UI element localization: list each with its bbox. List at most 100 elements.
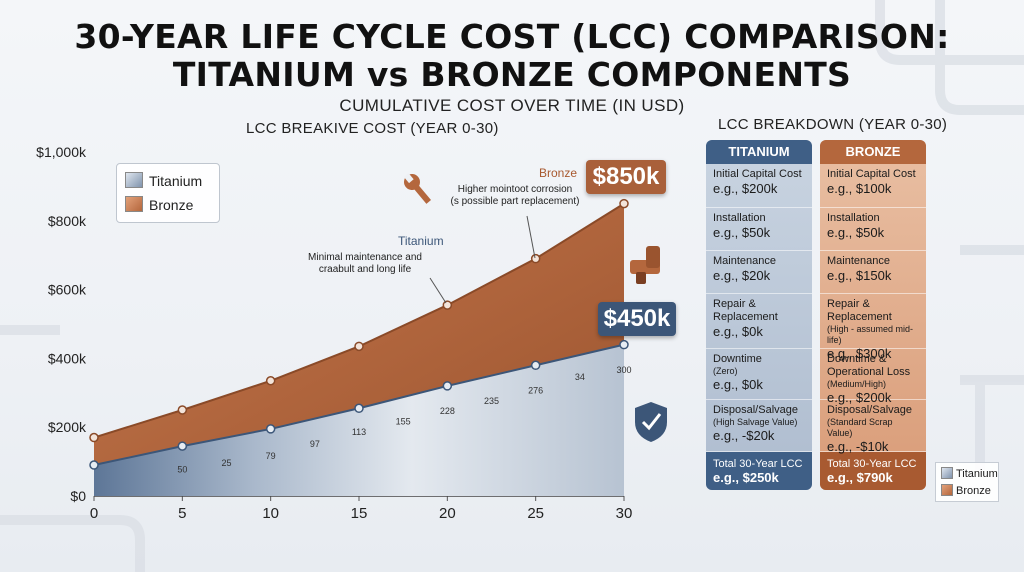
breakdown-legend-titanium: Titanium [941, 467, 998, 480]
bronze-row: Maintenance e.g., $150k [820, 251, 926, 294]
bronze-point [619, 198, 629, 209]
titanium-total-label: Total 30-Year LCC [713, 458, 803, 470]
legend-label-bronze: Bronze [149, 197, 194, 213]
bronze-annotation-line-1: Higher mointoot corrosion [457, 184, 573, 195]
titanium-row-label: Repair & [713, 298, 756, 310]
titanium-point-label: 34 [575, 372, 585, 382]
titanium-row: Repair & Replacement e.g., $0k [706, 294, 812, 349]
bronze-row-value: e.g., $300k [827, 346, 892, 361]
titanium-area [94, 344, 624, 496]
titanium-point-label: 113 [352, 427, 366, 437]
x-tick-label: 15 [351, 505, 368, 522]
title-line-1: 30-YEAR LIFE CYCLE COST (LCC) COMPARISON… [74, 17, 950, 56]
x-tick-label: 0 [90, 505, 98, 522]
breakdown-legend: Titanium Bronze [935, 462, 999, 502]
bronze-point [89, 432, 99, 443]
y-tick-label: $600k [48, 282, 87, 298]
bronze-swatch [125, 196, 143, 212]
titanium-row-value: e.g., $0k [713, 324, 763, 339]
titanium-swatch [941, 467, 953, 479]
titanium-row: Downtime (Zero) e.g., $0k [706, 349, 812, 400]
legend-item-titanium: Titanium [125, 172, 202, 189]
bronze-row-note: (High - assumed mid-life) [827, 324, 914, 345]
x-tick-label: 20 [439, 505, 456, 522]
titanium-point [265, 424, 276, 434]
bronze-row: Installation e.g., $50k [820, 208, 926, 251]
bronze-annotation-label: Bronze [539, 166, 578, 180]
bronze-row-value: e.g., $50k [827, 225, 885, 240]
titanium-total-value: e.g., $250k [713, 470, 779, 485]
titanium-total-row: Total 30-Year LCC e.g., $250k [706, 452, 812, 490]
titanium-point [89, 460, 99, 470]
bronze-total-value: e.g., $790k [827, 470, 893, 485]
shield-check-icon [635, 402, 667, 442]
bronze-total-callout: $850k [586, 160, 666, 194]
corroded-pipe-icon [630, 246, 660, 284]
y-tick-label: $200k [48, 419, 87, 435]
titanium-point-label: 79 [266, 451, 276, 461]
x-tick-label: 25 [527, 505, 544, 522]
subtitle: CUMULATIVE COST OVER TIME (IN USD) [339, 96, 685, 115]
titanium-point-label: 276 [528, 386, 543, 396]
titanium-annotation-label: Titanium [398, 234, 444, 248]
titanium-point-label: 25 [221, 458, 231, 468]
titanium-row-label-2: Replacement [713, 311, 778, 323]
y-tick-label: $400k [48, 350, 87, 366]
bronze-row-note: (Medium/High) [827, 379, 887, 389]
y-tick-label: $0 [70, 488, 86, 504]
bronze-total-row: Total 30-Year LCC e.g., $790k [820, 452, 926, 490]
titanium-row-value: e.g., $50k [713, 225, 771, 240]
titanium-annotation-line-2: craabult and long life [318, 264, 412, 275]
bronze-point [530, 253, 541, 264]
bronze-point [177, 405, 188, 415]
bronze-leader-line [526, 215, 536, 259]
bronze-column-header: BRONZE [820, 140, 926, 164]
titanium-row: Maintenance e.g., $20k [706, 251, 812, 294]
breakdown-legend-label-bronze: Bronze [956, 485, 991, 497]
titanium-swatch [125, 172, 143, 188]
titanium-point-label: 228 [440, 406, 455, 416]
bronze-swatch [941, 484, 953, 496]
breakdown-title: LCC BREAKDOWN (YEAR 0-30) [718, 116, 948, 133]
titanium-row-value: e.g., -$20k [713, 428, 775, 443]
chart-title: LCC BREAKIVE COST (YEAR 0-30) [246, 120, 499, 137]
titanium-row-label: Initial Capital Cost [713, 168, 802, 180]
titanium-row-label: Installation [713, 212, 766, 224]
titanium-annotation-line-1: Minimal maintenance and [308, 252, 422, 263]
bronze-row: Disposal/Salvage (Standard Scrap Value) e.… [820, 400, 926, 454]
bronze-row-value: e.g., $100k [827, 181, 892, 196]
titanium-row-label: Maintenance [713, 255, 776, 267]
bronze-row-value: e.g., $150k [827, 268, 892, 283]
wrench-icon [403, 173, 432, 204]
titanium-point [442, 381, 453, 391]
bronze-row: Repair & Replacement (High - assumed mid-… [820, 294, 926, 361]
titanium-row: Installation e.g., $50k [706, 208, 812, 251]
bronze-row-label: Downtime & Operational Loss [827, 353, 911, 378]
bronze-annotation: Higher mointoot corrosion (s possible pa… [440, 184, 590, 208]
bronze-row-note: (Standard Scrap Value) [827, 417, 893, 438]
bronze-breakdown-column: BRONZE Initial Capital Cost e.g., $100k In… [820, 140, 926, 490]
x-tick-label: 30 [616, 505, 633, 522]
titanium-row-value: e.g., $200k [713, 181, 778, 196]
legend-item-bronze: Bronze [125, 196, 193, 213]
titanium-point [354, 403, 364, 414]
titanium-point-label: 50 [177, 465, 187, 475]
titanium-point-label: 155 [396, 417, 411, 427]
bronze-row-label: Initial Capital Cost [827, 168, 916, 180]
bronze-row: Initial Capital Cost e.g., $100k [820, 164, 926, 208]
bronze-row-label: Repair & Replacement [827, 298, 892, 323]
titanium-annotation: Minimal maintenance and craabult and lon… [300, 252, 430, 276]
titanium-row-label: Disposal/Salvage [713, 404, 798, 416]
titanium-point-label: 300 [616, 365, 631, 375]
x-tick-label: 5 [178, 505, 186, 522]
bronze-point [442, 300, 453, 310]
breakdown-legend-label-titanium: Titanium [956, 468, 998, 480]
titanium-row: Initial Capital Cost e.g., $200k [706, 164, 812, 208]
bronze-row: Downtime & Operational Loss (Medium/High)… [820, 349, 926, 405]
bronze-point [265, 376, 276, 386]
bronze-row-label: Maintenance [827, 255, 890, 267]
titanium-row-value: e.g., $0k [713, 377, 763, 392]
bronze-row-value: e.g., -$10k [827, 439, 889, 454]
